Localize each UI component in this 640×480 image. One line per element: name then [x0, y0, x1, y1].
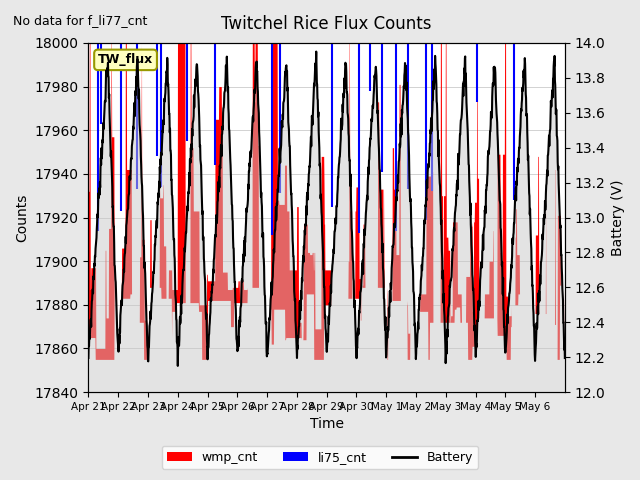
Text: No data for f_li77_cnt: No data for f_li77_cnt	[13, 14, 147, 27]
X-axis label: Time: Time	[310, 418, 344, 432]
Y-axis label: Battery (V): Battery (V)	[611, 179, 625, 256]
Text: TW_flux: TW_flux	[98, 53, 153, 66]
Legend: wmp_cnt, li75_cnt, Battery: wmp_cnt, li75_cnt, Battery	[162, 446, 478, 469]
Title: Twitchel Rice Flux Counts: Twitchel Rice Flux Counts	[221, 15, 432, 33]
Y-axis label: Counts: Counts	[15, 193, 29, 242]
